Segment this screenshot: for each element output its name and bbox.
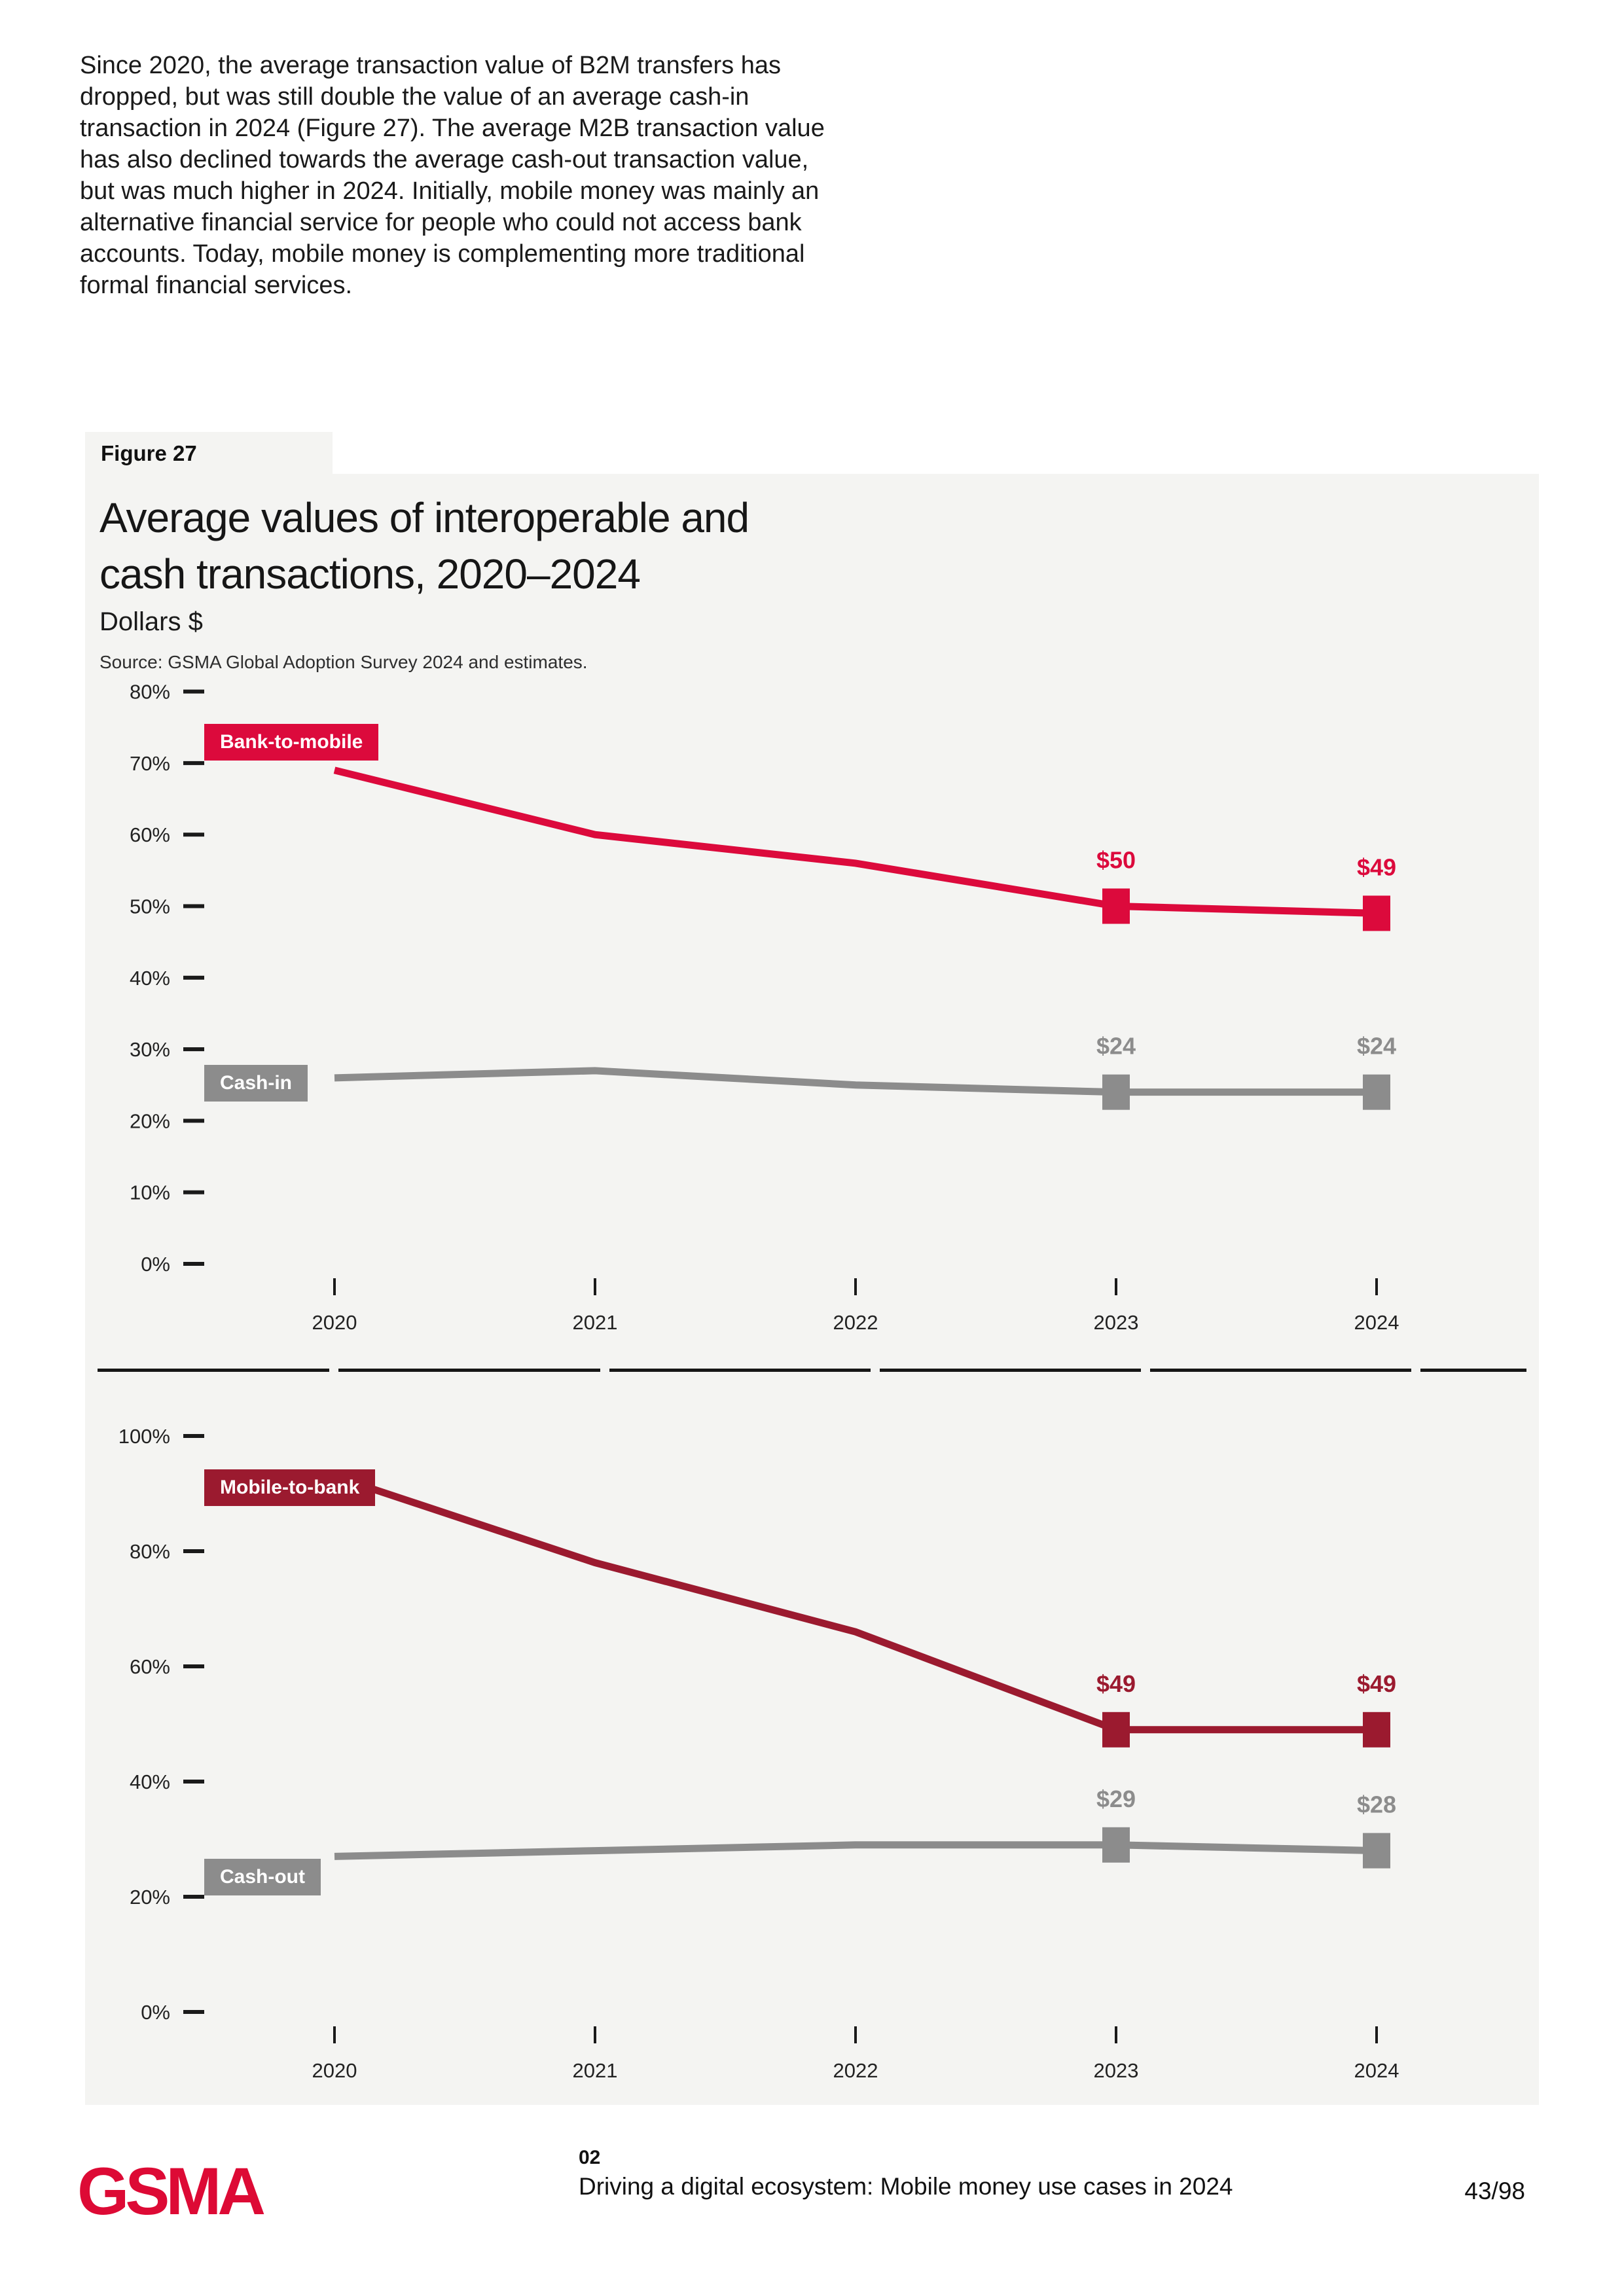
chart-mobile-to-bank-vs-cash-out: 100% 80% 60% 40% 20% 0% 2020 2021 2022 2023 2024 $4… (118, 1425, 1399, 2082)
data-point-label: $29 (1096, 1785, 1136, 1812)
data-point-marker (1102, 1827, 1130, 1863)
y-axis-tick-mark (183, 833, 204, 837)
legend-chip-cash-out: Cash-out (204, 1859, 321, 1895)
y-axis-tick-label: 0% (141, 1253, 170, 1276)
legend-chip-cash-in: Cash-in (204, 1065, 308, 1102)
y-axis-tick-mark (183, 1664, 204, 1668)
data-point-marker (1363, 1712, 1390, 1748)
footer-chapter-number: 02 (579, 2147, 601, 2168)
y-axis-tick-label: 80% (130, 1540, 170, 1563)
y-axis-tick-label: 0% (141, 2001, 170, 2024)
divider-segment (1150, 1369, 1411, 1372)
figure-subtitle: Dollars $ (99, 607, 203, 636)
divider-segment (1420, 1369, 1526, 1372)
y-axis-tick-mark (183, 1434, 204, 1438)
data-point-marker (1102, 1712, 1130, 1748)
footer-block: 02 Driving a digital ecosystem: Mobile m… (579, 2147, 1233, 2200)
data-point-label: $49 (1096, 1670, 1136, 1697)
figure-title-line1: Average values of interoperable and (99, 494, 749, 541)
divider-segment (609, 1369, 871, 1372)
figure-label-text: Figure 27 (101, 441, 197, 465)
footer-page-indicator: 43/98 (1464, 2178, 1525, 2204)
data-point-marker (1363, 1833, 1390, 1869)
y-axis-tick-label: 80% (130, 681, 170, 704)
series-line (334, 1067, 1377, 1096)
y-axis-tick-label: 100% (118, 1425, 170, 1448)
y-axis-tick-label: 60% (130, 823, 170, 846)
data-point-marker (1363, 1074, 1390, 1110)
y-axis-tick-mark (183, 689, 204, 694)
figure-title-line2: cash transactions, 2020–2024 (99, 550, 641, 598)
chart-divider (98, 1369, 1526, 1372)
chart-bank-to-mobile-vs-cash-in: 80% 70% 60% 50% 40% 30% 20% 10% 0% 2020 2021 2022 20… (130, 681, 1399, 1334)
x-axis-year-label: 2023 (1094, 1311, 1139, 1334)
data-point-label: $49 (1357, 853, 1396, 880)
data-point-label: $24 (1357, 1033, 1396, 1060)
gsma-logo: GSMA (77, 2154, 266, 2229)
y-axis-tick-mark (183, 1262, 204, 1266)
figure-title: Average values of interoperable and cash … (99, 490, 749, 602)
y-axis-tick-mark (183, 1047, 204, 1052)
data-point-label: $49 (1357, 1670, 1396, 1697)
y-axis-tick-mark (183, 1549, 204, 1553)
x-axis-year-label: 2021 (573, 2059, 618, 2082)
y-axis-tick-label: 40% (130, 1770, 170, 1793)
x-axis-year-label: 2020 (312, 1311, 357, 1334)
data-point-label: $24 (1096, 1033, 1136, 1060)
y-axis-tick-label: 10% (130, 1181, 170, 1204)
x-axis-year-label: 2024 (1354, 2059, 1399, 2082)
data-point-marker (1102, 888, 1130, 924)
y-axis-tick-mark (183, 1895, 204, 1899)
y-axis-tick-mark (183, 904, 204, 908)
y-axis-tick-label: 50% (130, 895, 170, 918)
x-axis-year-label: 2024 (1354, 1311, 1399, 1334)
divider-segment (338, 1369, 600, 1372)
divider-segment (98, 1369, 329, 1372)
y-axis-tick-mark (183, 2010, 204, 2014)
y-axis-tick-label: 30% (130, 1038, 170, 1061)
y-axis-tick-mark (183, 1119, 204, 1123)
x-axis-year-label: 2021 (573, 1311, 618, 1334)
data-point-marker (1363, 895, 1390, 931)
data-point-label: $50 (1096, 847, 1136, 874)
y-axis-tick-label: 60% (130, 1655, 170, 1678)
y-axis-tick-label: 70% (130, 752, 170, 775)
y-axis-tick-mark (183, 1780, 204, 1784)
figure-source: Source: GSMA Global Adoption Survey 2024… (99, 652, 588, 672)
y-axis-tick-mark (183, 761, 204, 765)
y-axis-tick-label: 20% (130, 1886, 170, 1909)
x-axis-year-label: 2020 (312, 2059, 357, 2082)
data-point-marker (1102, 1074, 1130, 1110)
data-point-label: $28 (1357, 1791, 1396, 1818)
footer-report-title: Driving a digital ecosystem: Mobile mone… (579, 2173, 1233, 2200)
x-axis-year-label: 2023 (1094, 2059, 1139, 2082)
series-line (333, 766, 1377, 917)
y-axis-tick-mark (183, 1190, 204, 1194)
legend-chip-mobile-to-bank: Mobile-to-bank (204, 1469, 376, 1506)
x-axis-year-label: 2022 (833, 2059, 878, 2082)
y-axis-tick-mark (183, 975, 204, 980)
intro-paragraph: Since 2020, the average transaction valu… (80, 52, 825, 299)
divider-segment (880, 1369, 1141, 1372)
series-line (333, 1473, 1377, 1734)
legend-chip-bank-to-mobile: Bank-to-mobile (204, 724, 379, 761)
y-axis-tick-label: 40% (130, 967, 170, 990)
y-axis-tick-label: 20% (130, 1109, 170, 1132)
x-axis-year-label: 2022 (833, 1311, 878, 1334)
series-line (334, 1841, 1377, 1860)
figure-label: Figure 27 (85, 432, 333, 474)
